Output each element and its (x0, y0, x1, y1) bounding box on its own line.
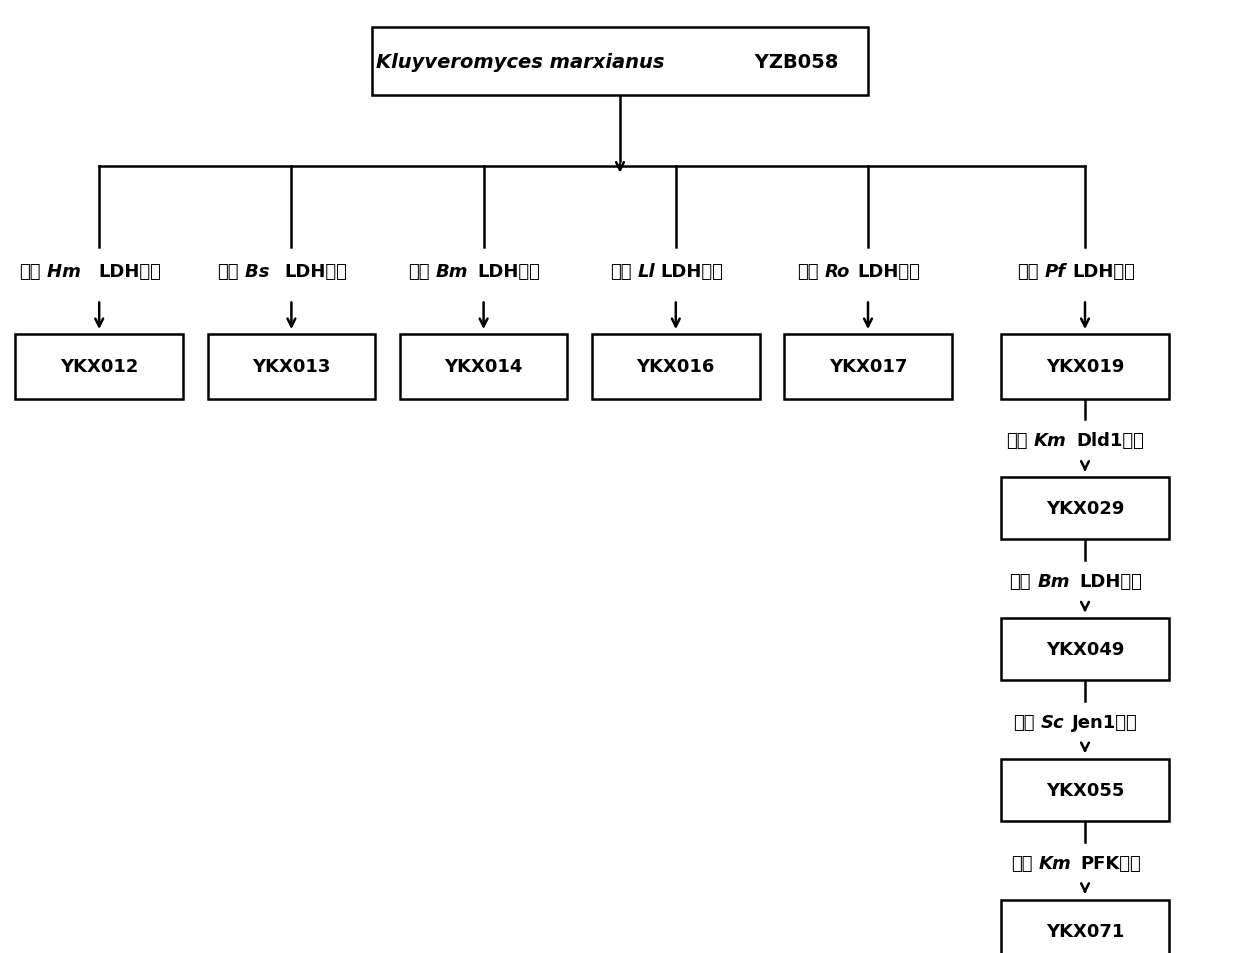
Text: LDH基因: LDH基因 (284, 263, 347, 280)
Bar (784, 335, 952, 399)
Text: 转入: 转入 (19, 263, 41, 280)
Text: 转入: 转入 (1011, 854, 1033, 872)
Text: YKX071: YKX071 (1045, 922, 1125, 940)
Text: LDH基因: LDH基因 (1071, 263, 1135, 280)
Text: Sc: Sc (1042, 713, 1065, 731)
Text: Pf: Pf (1044, 263, 1066, 280)
Bar (399, 335, 568, 399)
Text: Kluyveromyces marxianus: Kluyveromyces marxianus (376, 52, 665, 71)
Text: 转入: 转入 (797, 263, 818, 280)
Text: LDH基因: LDH基因 (98, 263, 161, 280)
Text: Hm: Hm (47, 263, 87, 280)
Bar (207, 335, 374, 399)
Text: LDH基因: LDH基因 (1079, 573, 1142, 591)
Text: PFK基因: PFK基因 (1081, 854, 1142, 872)
Text: LDH基因: LDH基因 (661, 263, 723, 280)
Text: 转入: 转入 (217, 263, 238, 280)
Text: Dld1基因: Dld1基因 (1076, 432, 1145, 450)
Text: YZB058: YZB058 (748, 52, 838, 71)
Text: YKX029: YKX029 (1045, 500, 1125, 517)
Text: Bm: Bm (1038, 573, 1070, 591)
Text: YKX019: YKX019 (1045, 358, 1125, 375)
Text: YKX014: YKX014 (444, 358, 523, 375)
Text: 敲除: 敲除 (1006, 432, 1028, 450)
Bar (1002, 618, 1168, 680)
Text: 转入: 转入 (1013, 713, 1035, 731)
Text: YKX013: YKX013 (252, 358, 331, 375)
Text: Km: Km (1034, 432, 1066, 450)
Text: Bs: Bs (244, 263, 275, 280)
Text: YKX055: YKX055 (1045, 781, 1125, 799)
Bar (1002, 900, 1168, 953)
Bar (1002, 478, 1168, 539)
Text: 转入: 转入 (1009, 573, 1032, 591)
Bar (1002, 759, 1168, 821)
Text: LDH基因: LDH基因 (858, 263, 920, 280)
Bar (1002, 335, 1168, 399)
Text: Bm: Bm (436, 263, 469, 280)
Text: YKX049: YKX049 (1045, 640, 1125, 659)
Bar (15, 335, 184, 399)
Bar (593, 335, 759, 399)
Text: 转入: 转入 (610, 263, 631, 280)
Text: Ll: Ll (637, 263, 656, 280)
Bar (372, 28, 868, 96)
Text: Km: Km (1039, 854, 1071, 872)
Text: 转入: 转入 (1017, 263, 1038, 280)
Text: 转入: 转入 (408, 263, 430, 280)
Text: YKX016: YKX016 (636, 358, 715, 375)
Text: Ro: Ro (825, 263, 851, 280)
Text: YKX012: YKX012 (60, 358, 139, 375)
Text: LDH基因: LDH基因 (477, 263, 541, 280)
Text: YKX017: YKX017 (828, 358, 908, 375)
Text: Jen1基因: Jen1基因 (1071, 713, 1137, 731)
